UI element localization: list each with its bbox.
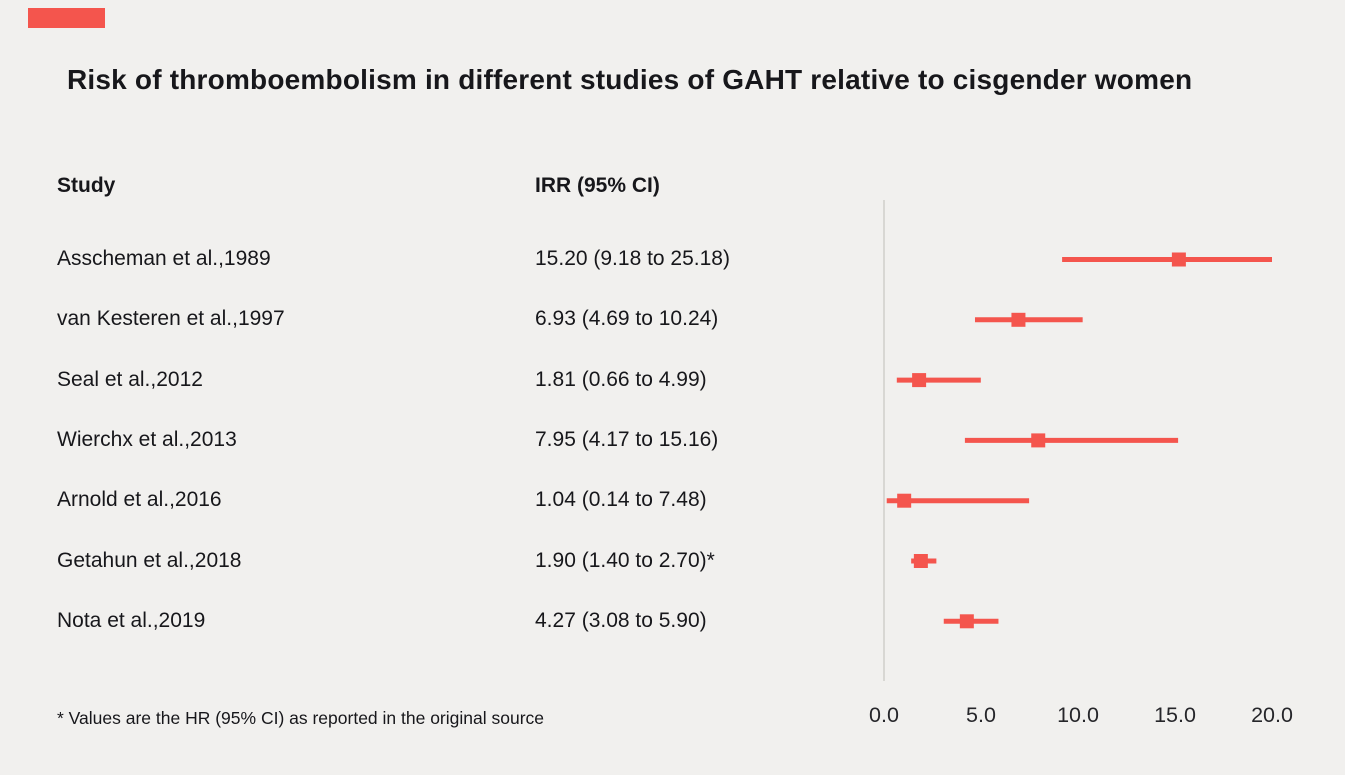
study-row: Getahun et al.,2018 1.90 (1.40 to 2.70)* [0,530,884,590]
irr-ci-value: 1.81 (0.66 to 4.99) [535,367,707,391]
irr-ci-value: 4.27 (3.08 to 5.90) [535,608,707,632]
study-label: Seal et al.,2012 [57,367,203,391]
x-tick-label: 15.0 [1154,703,1196,727]
study-row: Asscheman et al.,1989 15.20 (9.18 to 25.1… [0,229,884,289]
study-rows: Asscheman et al.,1989 15.20 (9.18 to 25.1… [0,229,884,651]
study-row: Nota et al.,2019 4.27 (3.08 to 5.90) [0,591,884,651]
x-tick-label: 10.0 [1057,703,1099,727]
point-estimate-marker [1031,433,1046,448]
study-label: Arnold et al.,2016 [57,488,222,512]
irr-column-header: IRR (95% CI) [535,174,660,197]
point-estimate-marker [959,614,974,629]
irr-ci-value: 7.95 (4.17 to 15.16) [535,428,719,452]
point-estimate-marker [1011,312,1026,327]
footnote: * Values are the HR (95% CI) as reported… [57,708,545,728]
x-tick-label: 0.0 [869,703,899,727]
column-headers: Study IRR (95% CI) [0,174,884,200]
brand-logo-bar [28,8,105,28]
point-estimate-marker [897,493,912,508]
point-estimate-marker [912,373,927,388]
study-label: Getahun et al.,2018 [57,548,242,572]
study-row: Arnold et al.,2016 1.04 (0.14 to 7.48) [0,470,884,530]
x-tick-label: 5.0 [966,703,996,727]
study-label: Wierchx et al.,2013 [57,428,237,452]
point-estimate-marker [913,554,928,568]
x-tick-label: 20.0 [1251,703,1293,727]
study-column-header: Study [57,174,116,197]
chart-title: Risk of thromboembolism in different stu… [67,64,1193,95]
irr-ci-value: 6.93 (4.69 to 10.24) [535,307,719,331]
irr-ci-value: 15.20 (9.18 to 25.18) [535,247,730,271]
study-label: Asscheman et al.,1989 [57,247,271,271]
study-row: Wierchx et al.,2013 7.95 (4.17 to 15.16) [0,410,884,470]
study-row: Seal et al.,2012 1.81 (0.66 to 4.99) [0,350,884,410]
irr-ci-value: 1.90 (1.40 to 2.70)* [535,548,715,572]
study-row: van Kesteren et al.,1997 6.93 (4.69 to 10… [0,289,884,349]
irr-ci-value: 1.04 (0.14 to 7.48) [535,488,707,512]
study-label: van Kesteren et al.,1997 [57,307,285,331]
point-estimate-marker [1171,252,1186,267]
study-label: Nota et al.,2019 [57,608,206,632]
